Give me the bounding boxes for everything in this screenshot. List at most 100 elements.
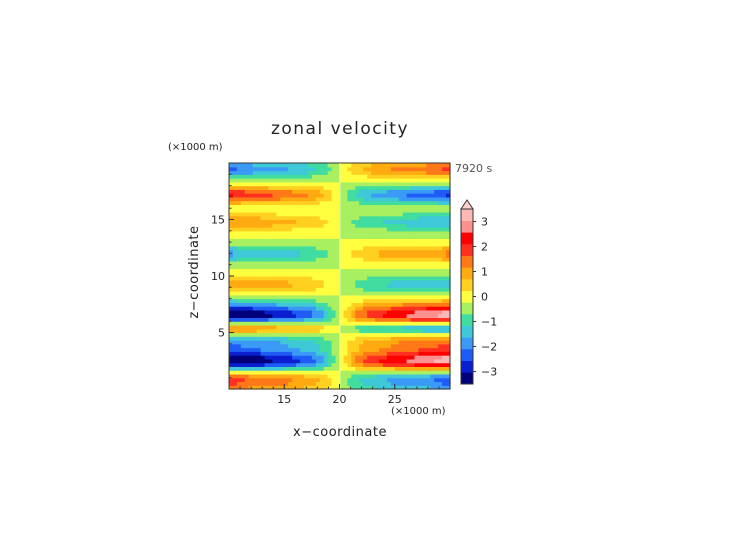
field-cell <box>288 362 293 367</box>
field-cell <box>292 355 297 360</box>
field-cell <box>359 204 364 209</box>
field-cell <box>280 381 285 386</box>
field-cell <box>236 340 242 345</box>
field-cell <box>363 302 368 307</box>
colorbar-tick-label: 3 <box>481 216 488 229</box>
field-cell <box>248 298 254 303</box>
field-cell <box>229 196 234 202</box>
field-cell <box>363 358 368 364</box>
field-cell <box>248 381 254 386</box>
field-cell <box>311 253 317 258</box>
field-cell <box>343 324 348 330</box>
field-cell <box>434 377 439 383</box>
field-cell <box>327 309 333 315</box>
field-cell <box>359 238 364 243</box>
field-cell <box>232 215 238 221</box>
field-cell <box>272 196 277 202</box>
field-cell <box>430 373 435 379</box>
field-cell <box>335 215 341 221</box>
field-cell <box>430 215 435 221</box>
field-cell <box>303 189 309 194</box>
field-cell <box>311 223 317 228</box>
field-cell <box>339 230 345 236</box>
field-cell <box>323 317 329 322</box>
field-cell <box>426 358 431 364</box>
field-cell <box>347 204 352 209</box>
field-cell <box>351 328 356 334</box>
colorbar-tick-label: 2 <box>481 241 488 254</box>
field-cell <box>292 174 297 179</box>
field-cell <box>343 242 348 247</box>
field-cell <box>382 291 388 296</box>
field-cell <box>398 174 404 179</box>
field-cell <box>315 366 321 371</box>
field-cell <box>367 234 372 239</box>
field-cell <box>394 309 400 315</box>
field-cell <box>319 257 325 262</box>
field-cell <box>256 185 262 190</box>
field-cell <box>276 336 281 341</box>
field-cell <box>236 302 242 307</box>
field-cell <box>378 287 384 292</box>
field-cell <box>284 230 289 236</box>
field-cell <box>331 381 337 386</box>
field-cell <box>375 373 380 379</box>
field-cell <box>402 230 408 236</box>
field-cell <box>296 166 301 172</box>
field-cell <box>355 193 360 198</box>
field-cell <box>276 358 281 364</box>
field-cell <box>363 264 368 270</box>
field-cell <box>232 185 238 190</box>
field-cell <box>260 343 266 349</box>
field-cell <box>394 230 400 236</box>
field-cell <box>240 204 246 209</box>
field-cell <box>410 373 416 379</box>
field-cell <box>367 366 372 371</box>
field-cell <box>232 373 238 379</box>
field-cell <box>319 279 325 285</box>
field-cell <box>284 204 289 209</box>
field-cell <box>402 249 408 254</box>
field-cell <box>367 317 372 322</box>
field-cell <box>300 317 305 322</box>
field-cell <box>236 313 242 319</box>
field-cell <box>268 242 274 247</box>
field-cell <box>351 362 356 367</box>
field-cell <box>390 178 396 183</box>
field-cell <box>382 370 388 375</box>
field-cell <box>355 291 360 296</box>
field-cell <box>296 283 301 288</box>
field-cell <box>402 223 408 228</box>
field-cell <box>232 223 238 228</box>
field-cell <box>248 238 254 243</box>
field-cell <box>418 227 423 232</box>
field-cell <box>414 230 420 236</box>
field-cell <box>382 211 388 217</box>
field-cell <box>319 324 325 330</box>
field-cell <box>327 253 333 258</box>
field-cell <box>359 268 364 273</box>
field-cell <box>446 298 451 303</box>
field-cell <box>331 302 337 307</box>
field-cell <box>315 377 321 383</box>
field-cell <box>284 249 289 254</box>
field-cell <box>260 294 266 300</box>
field-cell <box>359 291 364 296</box>
field-cell <box>244 358 250 364</box>
field-cell <box>406 166 412 172</box>
field-cell <box>430 208 435 213</box>
field-cell <box>276 291 281 296</box>
field-cell <box>386 313 392 319</box>
field-cell <box>303 328 309 334</box>
field-cell <box>394 234 400 239</box>
colorbar-segment <box>461 232 473 245</box>
field-cell <box>319 253 325 258</box>
field-cell <box>252 234 258 239</box>
field-cell <box>323 358 329 364</box>
field-cell <box>252 302 258 307</box>
field-cell <box>244 196 250 202</box>
field-cell <box>296 347 301 352</box>
field-cell <box>276 230 281 236</box>
field-cell <box>414 355 420 360</box>
field-cell <box>418 336 423 341</box>
